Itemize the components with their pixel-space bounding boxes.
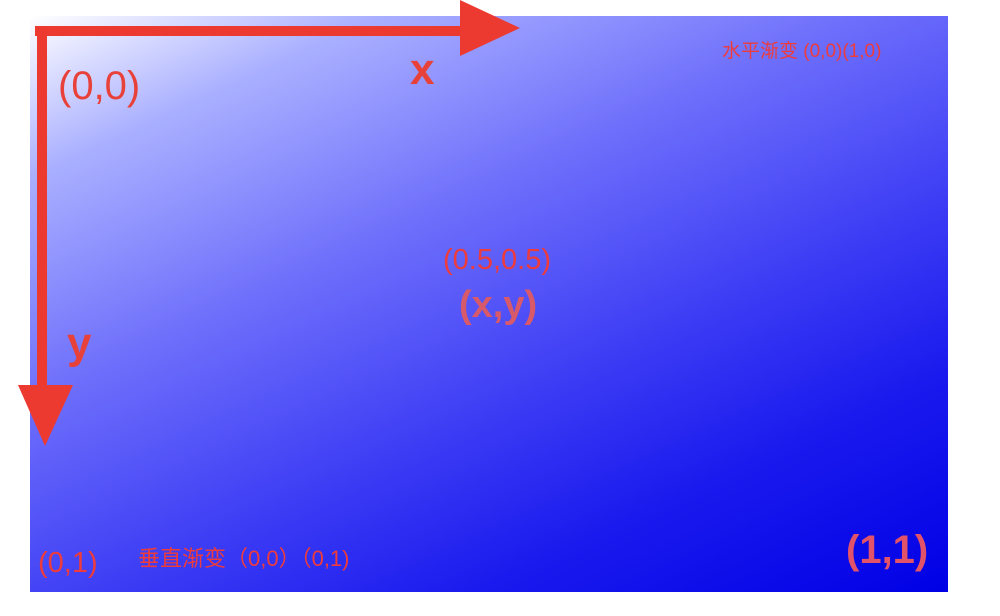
center-xy-label: (x,y) [459, 284, 538, 326]
x-axis-arrowhead [460, 0, 520, 56]
y-axis-label: y [67, 319, 92, 368]
vertical-gradient-note: 垂直渐变（0,0）（0,1) [138, 546, 350, 571]
horizontal-gradient-note: 水平渐变 (0,0)(1,0) [722, 41, 882, 62]
gradient-panel [30, 16, 948, 592]
center-coordinate-label: (0.5,0.5) [443, 244, 551, 276]
bottom-right-coordinate-label: (1,1) [846, 528, 929, 572]
y-axis-arrowhead [18, 385, 73, 446]
bottom-left-coordinate-label: (0,1) [38, 547, 98, 579]
origin-label: (0,0) [58, 64, 141, 108]
x-axis-label: x [410, 45, 435, 94]
